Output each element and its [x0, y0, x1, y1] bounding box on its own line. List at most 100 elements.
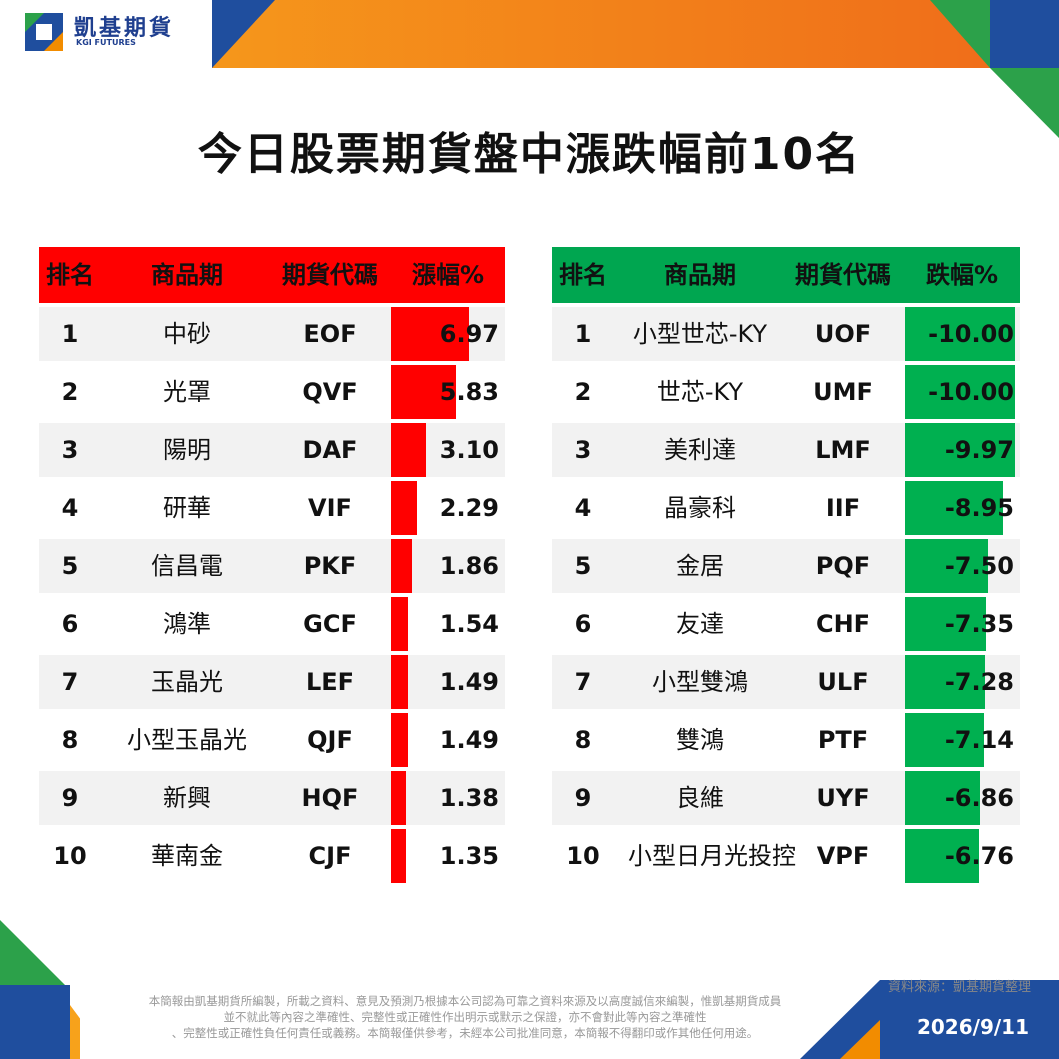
value-bar — [391, 307, 469, 361]
losers-table-header: 排名 商品期 期貨代碼 跌幅% — [552, 247, 1020, 303]
table-row: 10 小型日月光投控 VPF -6.76 — [552, 829, 1020, 883]
data-source: 資料來源：凱基期貨整理 — [887, 980, 1031, 995]
rank-cell: 9 — [574, 784, 592, 812]
report-date: 2026/9/11 — [916, 1015, 1029, 1039]
table-row: 5 金居 PQF -7.50 — [552, 539, 1020, 593]
code-cell: VIF — [308, 494, 352, 522]
code-cell: PTF — [817, 726, 869, 754]
value-bar — [391, 713, 408, 767]
change-value: -7.50 — [944, 552, 1014, 580]
value-bar — [391, 829, 406, 883]
corner-decoration-top-right — [990, 68, 1059, 138]
value-bar — [391, 655, 408, 709]
code-cell: PQF — [815, 552, 871, 580]
name-cell: 中砂 — [163, 320, 211, 348]
table-row: 6 友達 CHF -7.35 — [552, 597, 1020, 651]
name-cell: 小型世芯-KY — [632, 320, 768, 348]
header-banner: 凱基期貨 KGI FUTURES — [0, 0, 1059, 68]
rank-cell: 1 — [61, 320, 79, 348]
code-cell: DAF — [302, 436, 358, 464]
change-value: 1.35 — [439, 842, 499, 870]
table-row: 7 玉晶光 LEF 1.49 — [39, 655, 505, 709]
value-bar — [905, 481, 1003, 535]
change-value: 2.29 — [439, 494, 499, 522]
page-title: 今日股票期貨盤中漲跌幅前10名 — [197, 129, 862, 180]
change-value: -7.28 — [944, 668, 1014, 696]
change-value: -6.86 — [944, 784, 1014, 812]
change-value: 5.83 — [439, 378, 499, 406]
rank-cell: 6 — [61, 610, 79, 638]
rank-cell: 2 — [574, 378, 592, 406]
rank-cell: 5 — [61, 552, 79, 580]
kgi-logo-icon — [25, 13, 63, 51]
value-bar — [391, 539, 412, 593]
name-cell: 玉晶光 — [151, 668, 223, 696]
value-bar — [905, 365, 1015, 419]
code-cell: CJF — [308, 842, 352, 870]
code-cell: QJF — [307, 726, 353, 754]
name-cell: 美利達 — [664, 436, 736, 464]
name-cell: 小型日月光投控 — [628, 842, 796, 870]
value-bar — [391, 771, 406, 825]
rank-cell: 7 — [61, 668, 79, 696]
code-cell: LEF — [305, 668, 355, 696]
table-row: 8 小型玉晶光 QJF 1.49 — [39, 713, 505, 767]
rank-cell: 2 — [61, 378, 79, 406]
value-bar — [905, 307, 1015, 361]
name-cell: 新興 — [163, 784, 211, 812]
table-row: 6 鴻準 GCF 1.54 — [39, 597, 505, 651]
disclaimer-line: 本簡報由凱基期貨所編製，所載之資料、意見及預測乃根據本公司認為可靠之資料來源及以… — [148, 994, 782, 1008]
code-cell: PKF — [303, 552, 357, 580]
value-bar — [905, 539, 988, 593]
rank-cell: 4 — [574, 494, 592, 522]
name-cell: 雙鴻 — [676, 726, 724, 754]
header-name: 商品期 — [664, 261, 736, 289]
rank-cell: 7 — [574, 668, 592, 696]
header-change: 跌幅% — [925, 261, 999, 289]
code-cell: VPF — [816, 842, 870, 870]
brand-name: 凱基期貨 — [74, 16, 175, 41]
name-cell: 世芯-KY — [656, 378, 744, 406]
code-cell: QVF — [302, 378, 358, 406]
value-bar — [905, 423, 1015, 477]
value-bar — [391, 481, 417, 535]
rank-cell: 5 — [574, 552, 592, 580]
table-row: 3 美利達 LMF -9.97 — [552, 423, 1020, 477]
table-row: 7 小型雙鴻 ULF -7.28 — [552, 655, 1020, 709]
table-row: 5 信昌電 PKF 1.86 — [39, 539, 505, 593]
value-bar — [391, 365, 456, 419]
table-row: 1 小型世芯-KY UOF -10.00 — [552, 307, 1020, 361]
name-cell: 晶豪科 — [664, 494, 736, 522]
change-value: 1.86 — [439, 552, 499, 580]
table-row: 2 世芯-KY UMF -10.00 — [552, 365, 1020, 419]
rank-cell: 8 — [574, 726, 592, 754]
header-name: 商品期 — [151, 261, 223, 289]
table-row: 3 陽明 DAF 3.10 — [39, 423, 505, 477]
disclaimer-line: 並不就此等內容之準確性、完整性或正確性作出明示或默示之保證，亦不會對此等內容之準… — [223, 1010, 707, 1024]
value-bar — [905, 597, 986, 651]
code-cell: ULF — [817, 668, 869, 696]
value-bar — [391, 597, 408, 651]
table-row: 1 中砂 EOF 6.97 — [39, 307, 505, 361]
rank-cell: 10 — [53, 842, 87, 870]
header-code: 期貨代碼 — [282, 261, 378, 289]
change-value: 1.38 — [439, 784, 499, 812]
value-bar — [905, 655, 985, 709]
table-row: 2 光罩 QVF 5.83 — [39, 365, 505, 419]
value-bar — [905, 771, 980, 825]
code-cell: IIF — [825, 494, 861, 522]
footer-banner-graphic — [0, 920, 1059, 1059]
header-rank: 排名 — [46, 261, 94, 289]
rank-cell: 4 — [61, 494, 79, 522]
gainers-table: 排名 商品期 期貨代碼 漲幅% 1 中砂 EOF 6.97 2 光罩 QVF 5.83 3 陽明 D… — [39, 247, 505, 883]
name-cell: 鴻準 — [163, 610, 211, 638]
rank-cell: 10 — [566, 842, 600, 870]
change-value: 1.49 — [439, 726, 499, 754]
change-value: -10.00 — [928, 378, 1014, 406]
logo-area: 凱基期貨 KGI FUTURES — [0, 0, 212, 68]
code-cell: LMF — [815, 436, 871, 464]
change-value: 1.54 — [439, 610, 499, 638]
change-value: 3.10 — [439, 436, 499, 464]
brand-name-en: KGI FUTURES — [76, 38, 136, 47]
code-cell: UMF — [813, 378, 873, 406]
